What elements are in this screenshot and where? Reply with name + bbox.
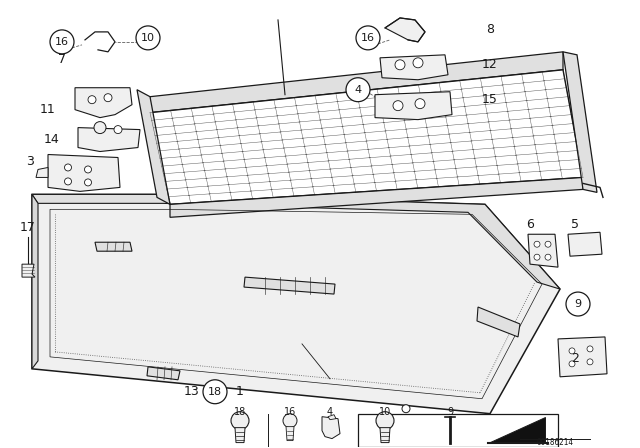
Polygon shape <box>477 307 520 337</box>
Polygon shape <box>286 426 294 440</box>
Text: 3: 3 <box>26 155 34 168</box>
Circle shape <box>114 125 122 134</box>
Polygon shape <box>78 128 140 151</box>
Circle shape <box>415 99 425 109</box>
Circle shape <box>545 241 551 247</box>
Text: 9: 9 <box>447 407 453 417</box>
Text: 12: 12 <box>482 58 498 71</box>
Circle shape <box>84 179 92 186</box>
Circle shape <box>356 26 380 50</box>
Circle shape <box>393 101 403 111</box>
Text: 9: 9 <box>575 299 582 309</box>
Polygon shape <box>490 417 545 442</box>
Circle shape <box>94 121 106 134</box>
Polygon shape <box>528 234 558 267</box>
Circle shape <box>413 58 423 68</box>
Polygon shape <box>150 52 563 112</box>
Text: 16: 16 <box>284 407 296 417</box>
Text: 10: 10 <box>379 407 391 417</box>
Polygon shape <box>235 428 245 443</box>
Text: 00186214: 00186214 <box>536 438 573 447</box>
Polygon shape <box>558 337 607 377</box>
Circle shape <box>566 292 590 316</box>
Circle shape <box>534 254 540 260</box>
Polygon shape <box>32 194 560 289</box>
Circle shape <box>534 241 540 247</box>
Text: 16: 16 <box>55 37 69 47</box>
Polygon shape <box>36 168 48 177</box>
Polygon shape <box>147 367 180 380</box>
Circle shape <box>283 414 297 428</box>
Circle shape <box>136 26 160 50</box>
Polygon shape <box>137 90 170 204</box>
Polygon shape <box>380 55 448 80</box>
Circle shape <box>65 178 72 185</box>
Circle shape <box>231 412 249 430</box>
Polygon shape <box>150 70 583 204</box>
Bar <box>358 414 558 447</box>
Polygon shape <box>380 428 390 443</box>
Polygon shape <box>170 177 583 217</box>
Polygon shape <box>568 232 602 256</box>
Polygon shape <box>244 277 335 294</box>
Circle shape <box>88 96 96 103</box>
Circle shape <box>50 30 74 54</box>
Circle shape <box>395 60 405 70</box>
Circle shape <box>587 359 593 365</box>
Text: 6: 6 <box>526 218 534 231</box>
Polygon shape <box>375 92 452 120</box>
Circle shape <box>376 412 394 430</box>
Text: 11: 11 <box>40 103 56 116</box>
Circle shape <box>346 78 370 102</box>
Polygon shape <box>563 52 597 192</box>
Text: 13: 13 <box>184 385 200 398</box>
Circle shape <box>84 166 92 173</box>
Polygon shape <box>32 194 38 369</box>
Circle shape <box>203 380 227 404</box>
Text: 1: 1 <box>236 385 244 398</box>
Circle shape <box>65 164 72 171</box>
Circle shape <box>569 348 575 354</box>
Polygon shape <box>385 18 425 42</box>
Text: 17: 17 <box>20 221 36 234</box>
Polygon shape <box>32 194 560 414</box>
Text: 2: 2 <box>571 353 579 366</box>
Polygon shape <box>48 155 120 191</box>
Text: 14: 14 <box>44 133 60 146</box>
Text: 8: 8 <box>486 23 494 36</box>
Text: 15: 15 <box>482 93 498 106</box>
Circle shape <box>545 254 551 260</box>
Circle shape <box>104 94 112 102</box>
Circle shape <box>569 361 575 367</box>
Polygon shape <box>322 417 340 439</box>
Text: 5: 5 <box>571 218 579 231</box>
Polygon shape <box>328 415 336 420</box>
Text: 4: 4 <box>327 407 333 417</box>
Polygon shape <box>95 242 132 251</box>
Polygon shape <box>22 264 35 277</box>
Text: 18: 18 <box>208 387 222 397</box>
Text: 10: 10 <box>141 33 155 43</box>
Text: 16: 16 <box>361 33 375 43</box>
Text: 7: 7 <box>58 53 66 66</box>
Circle shape <box>402 405 410 413</box>
Polygon shape <box>75 88 132 118</box>
Circle shape <box>587 346 593 352</box>
Text: 18: 18 <box>234 407 246 417</box>
Text: 4: 4 <box>355 85 362 95</box>
